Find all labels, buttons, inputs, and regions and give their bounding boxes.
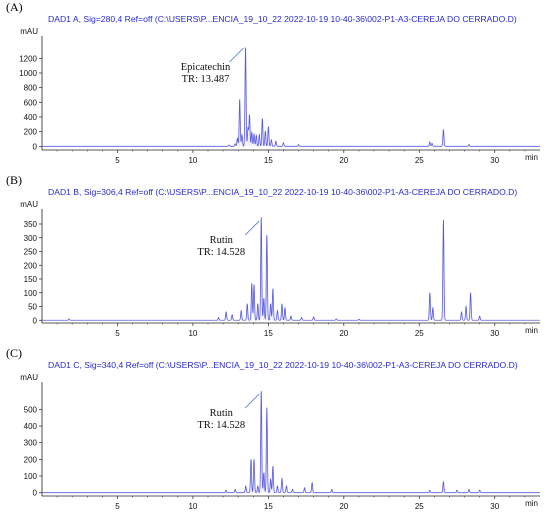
y-tick-label: 300 bbox=[24, 439, 38, 448]
y-tick-label: 200 bbox=[24, 261, 38, 270]
y-tick-label: 800 bbox=[24, 84, 38, 93]
annotation-pointer bbox=[244, 220, 260, 236]
chart-header: DAD1 C, Sig=340,4 Ref=off (C:\USERS\P...… bbox=[48, 360, 518, 370]
y-axis-label: mAU bbox=[20, 200, 38, 209]
panel-label: (A) bbox=[6, 0, 23, 14]
x-axis-label: min bbox=[525, 326, 538, 335]
y-tick-label: 250 bbox=[24, 248, 38, 257]
annotation-retention-time: TR: 13.487 bbox=[182, 74, 230, 85]
annotation-pointer bbox=[229, 47, 244, 63]
y-tick-label: 100 bbox=[24, 472, 38, 481]
chromatogram-panel-b: (B) DAD1 B, Sig=306,4 Ref=off (C:\USERS\… bbox=[0, 173, 550, 346]
chart-header: DAD1 B, Sig=306,4 Ref=off (C:\USERS\P...… bbox=[48, 187, 518, 197]
y-tick-label: 150 bbox=[24, 275, 38, 284]
y-tick-label: 0 bbox=[33, 316, 38, 325]
x-tick-label: 5 bbox=[115, 329, 120, 338]
x-tick-label: 15 bbox=[264, 502, 273, 511]
x-tick-label: 20 bbox=[339, 502, 348, 511]
x-tick-label: 30 bbox=[490, 156, 499, 165]
x-tick-label: 25 bbox=[415, 502, 424, 511]
x-axis-label: min bbox=[525, 153, 538, 162]
x-tick-label: 30 bbox=[490, 502, 499, 511]
x-tick-label: 25 bbox=[415, 329, 424, 338]
y-axis-label: mAU bbox=[20, 373, 38, 382]
x-tick-label: 5 bbox=[115, 156, 120, 165]
y-tick-label: 200 bbox=[24, 455, 38, 464]
x-tick-label: 20 bbox=[339, 156, 348, 165]
x-tick-label: 5 bbox=[115, 502, 120, 511]
x-tick-label: 10 bbox=[188, 502, 197, 511]
y-tick-label: 100 bbox=[24, 289, 38, 298]
y-tick-label: 0 bbox=[33, 489, 38, 498]
chromatogram-trace bbox=[42, 47, 540, 147]
y-tick-label: 600 bbox=[24, 98, 38, 107]
chromatogram-trace bbox=[42, 217, 540, 321]
chromatogram-panel-a: (A) DAD1 A, Sig=280,4 Ref=off (C:\USERS\… bbox=[0, 0, 550, 173]
x-tick-label: 15 bbox=[264, 156, 273, 165]
y-tick-label: 0 bbox=[33, 142, 38, 151]
x-tick-label: 10 bbox=[188, 329, 197, 338]
chromatogram-trace bbox=[42, 391, 540, 494]
y-tick-label: 300 bbox=[24, 234, 38, 243]
y-tick-label: 50 bbox=[28, 303, 37, 312]
y-tick-label: 1200 bbox=[19, 54, 37, 63]
y-tick-label: 400 bbox=[24, 113, 38, 122]
annotation-compound: Epicatechin bbox=[181, 62, 231, 73]
x-tick-label: 10 bbox=[188, 156, 197, 165]
chromatogram-chart: mAU min 0 50 100 150 200 250 300 350 5 10 15 20 25 30 Ru… bbox=[20, 200, 540, 338]
chromatogram-chart: mAU min 0 200 400 600 800 1000 1200 5 10 15 20 25 30 Ep… bbox=[19, 27, 540, 165]
y-tick-label: 350 bbox=[24, 220, 38, 229]
x-tick-label: 25 bbox=[415, 156, 424, 165]
x-axis-label: min bbox=[525, 499, 538, 508]
panel-label: (B) bbox=[6, 173, 22, 187]
y-tick-label: 500 bbox=[24, 405, 38, 414]
y-axis-label: mAU bbox=[20, 27, 38, 36]
x-tick-label: 15 bbox=[264, 329, 273, 338]
chromatogram-panel-c: (C) DAD1 C, Sig=340,4 Ref=off (C:\USERS\… bbox=[0, 346, 550, 519]
annotation-compound: Rutin bbox=[210, 235, 234, 246]
x-tick-label: 30 bbox=[490, 329, 499, 338]
annotation-retention-time: TR: 14.528 bbox=[197, 247, 245, 258]
annotation-pointer bbox=[244, 393, 260, 409]
annotation-retention-time: TR: 14.528 bbox=[197, 420, 245, 431]
y-tick-label: 400 bbox=[24, 422, 38, 431]
y-tick-label: 200 bbox=[24, 128, 38, 137]
chart-header: DAD1 A, Sig=280,4 Ref=off (C:\USERS\P...… bbox=[48, 14, 517, 24]
y-tick-label: 1000 bbox=[19, 69, 37, 78]
annotation-compound: Rutin bbox=[210, 408, 234, 419]
panel-label: (C) bbox=[6, 346, 22, 360]
chromatogram-chart: mAU min 0 100 200 300 400 500 5 10 15 20 25 30 RutinTR… bbox=[20, 373, 540, 511]
x-tick-label: 20 bbox=[339, 329, 348, 338]
